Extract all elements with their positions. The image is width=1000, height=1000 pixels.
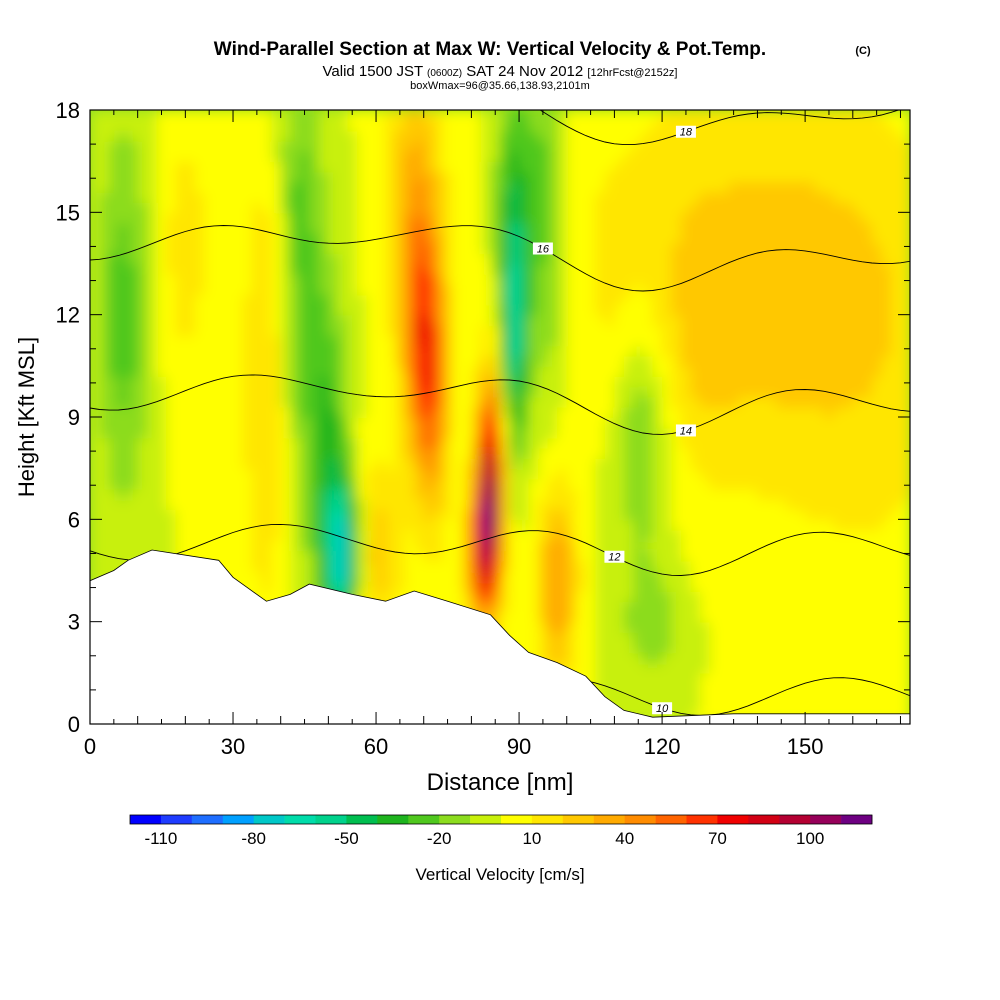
- theta-contour-line: [539, 110, 901, 146]
- y-tick-label: 3: [68, 610, 80, 635]
- colorbar-swatch: [593, 815, 625, 824]
- colorbar-swatch: [748, 815, 780, 824]
- colorbar-tick-label: -20: [427, 829, 452, 848]
- velocity-field: [90, 110, 910, 724]
- theta-contour-label: 16: [532, 242, 553, 256]
- y-tick-label: 12: [56, 303, 80, 328]
- box-info: boxWmax=96@35.66,138.93,2101m: [410, 80, 590, 92]
- colorbar: -110 -80 -50 -20 10 40 70 100: [129, 814, 873, 848]
- colorbar-swatch: [439, 815, 471, 824]
- colorbar-swatch: [501, 815, 533, 824]
- theta-contour-labels: 10 12 14 16 18: [532, 125, 696, 715]
- theta-contour-label: 12: [604, 550, 625, 564]
- colorbar-swatch: [841, 815, 873, 824]
- colorbar-swatch: [346, 815, 378, 824]
- terrain-mask: [90, 549, 910, 724]
- colorbar-swatch: [408, 815, 440, 824]
- colorbar-swatch: [810, 815, 842, 824]
- colorbar-tick-label: -50: [334, 829, 359, 848]
- y-tick-label: 18: [56, 98, 80, 123]
- x-tick-label: 150: [787, 734, 824, 759]
- colorbar-swatch: [531, 815, 564, 824]
- valid-prefix: Valid 1500 JST: [323, 63, 423, 80]
- copyright-label: (C): [855, 45, 871, 57]
- colorbar-swatch: [470, 815, 502, 824]
- colorbar-tick-label: 100: [796, 829, 824, 848]
- colorbar-tick-label: 70: [708, 829, 727, 848]
- theta-contours: [90, 110, 910, 716]
- colorbar-frame: [129, 814, 873, 825]
- colorbar-tick-label: 10: [522, 829, 541, 848]
- x-tick-label: 120: [644, 734, 681, 759]
- valid-date: SAT 24 Nov 2012: [466, 63, 583, 80]
- valid-utc: (0600Z): [427, 68, 462, 79]
- x-tick-label: 0: [84, 734, 96, 759]
- y-tick-label: 6: [68, 507, 80, 532]
- theta-contour-label: 14: [675, 424, 696, 437]
- colorbar-swatch: [655, 815, 687, 824]
- theta-contour-label: 18: [675, 125, 696, 139]
- colorbar-swatch: [779, 815, 811, 824]
- y-axis-label: Height [Kft MSL]: [14, 337, 39, 497]
- theta-contour-label: 10: [652, 702, 673, 715]
- x-tick-label: 90: [507, 734, 531, 759]
- colorbar-label: Vertical Velocity [cm/s]: [415, 865, 584, 884]
- colorbar-swatch: [160, 815, 193, 824]
- colorbar-swatch: [624, 815, 656, 824]
- x-tick-label: 30: [221, 734, 245, 759]
- colorbar-swatch: [284, 815, 316, 824]
- colorbar-tick-label: 40: [615, 829, 634, 848]
- colorbar-swatch: [222, 815, 254, 824]
- colorbar-swatch: [717, 815, 749, 824]
- plot-area: [90, 110, 910, 724]
- theta-contour-line: [90, 523, 910, 576]
- forecast-info: [12hrFcst@2152z]: [587, 67, 677, 79]
- y-tick-label: 15: [56, 200, 80, 225]
- theta-contour-line: [90, 225, 910, 292]
- colorbar-tick-label: -110: [145, 829, 178, 848]
- colorbar-swatch: [130, 815, 162, 824]
- colorbar-swatch: [562, 815, 594, 824]
- colorbar-tick-label: -80: [241, 829, 266, 848]
- y-tick-label: 9: [68, 405, 80, 430]
- chart-title: Wind-Parallel Section at Max W: Vertical…: [214, 39, 766, 60]
- colorbar-swatch: [253, 815, 285, 824]
- x-axis-label: Distance [nm]: [427, 769, 574, 796]
- colorbar-swatch: [315, 815, 347, 824]
- valid-time-subtitle: Valid 1500 JST (0600Z) SAT 24 Nov 2012 […: [323, 63, 678, 80]
- theta-contour-line: [90, 374, 910, 435]
- y-tick-label: 0: [68, 712, 80, 737]
- colorbar-swatch: [686, 815, 718, 824]
- colorbar-swatch: [191, 815, 223, 824]
- colorbar-swatch: [377, 815, 409, 824]
- x-tick-label: 60: [364, 734, 388, 759]
- axes: 0 30 60 90 120 150 0 3 6 9 12 15 18: [56, 98, 910, 759]
